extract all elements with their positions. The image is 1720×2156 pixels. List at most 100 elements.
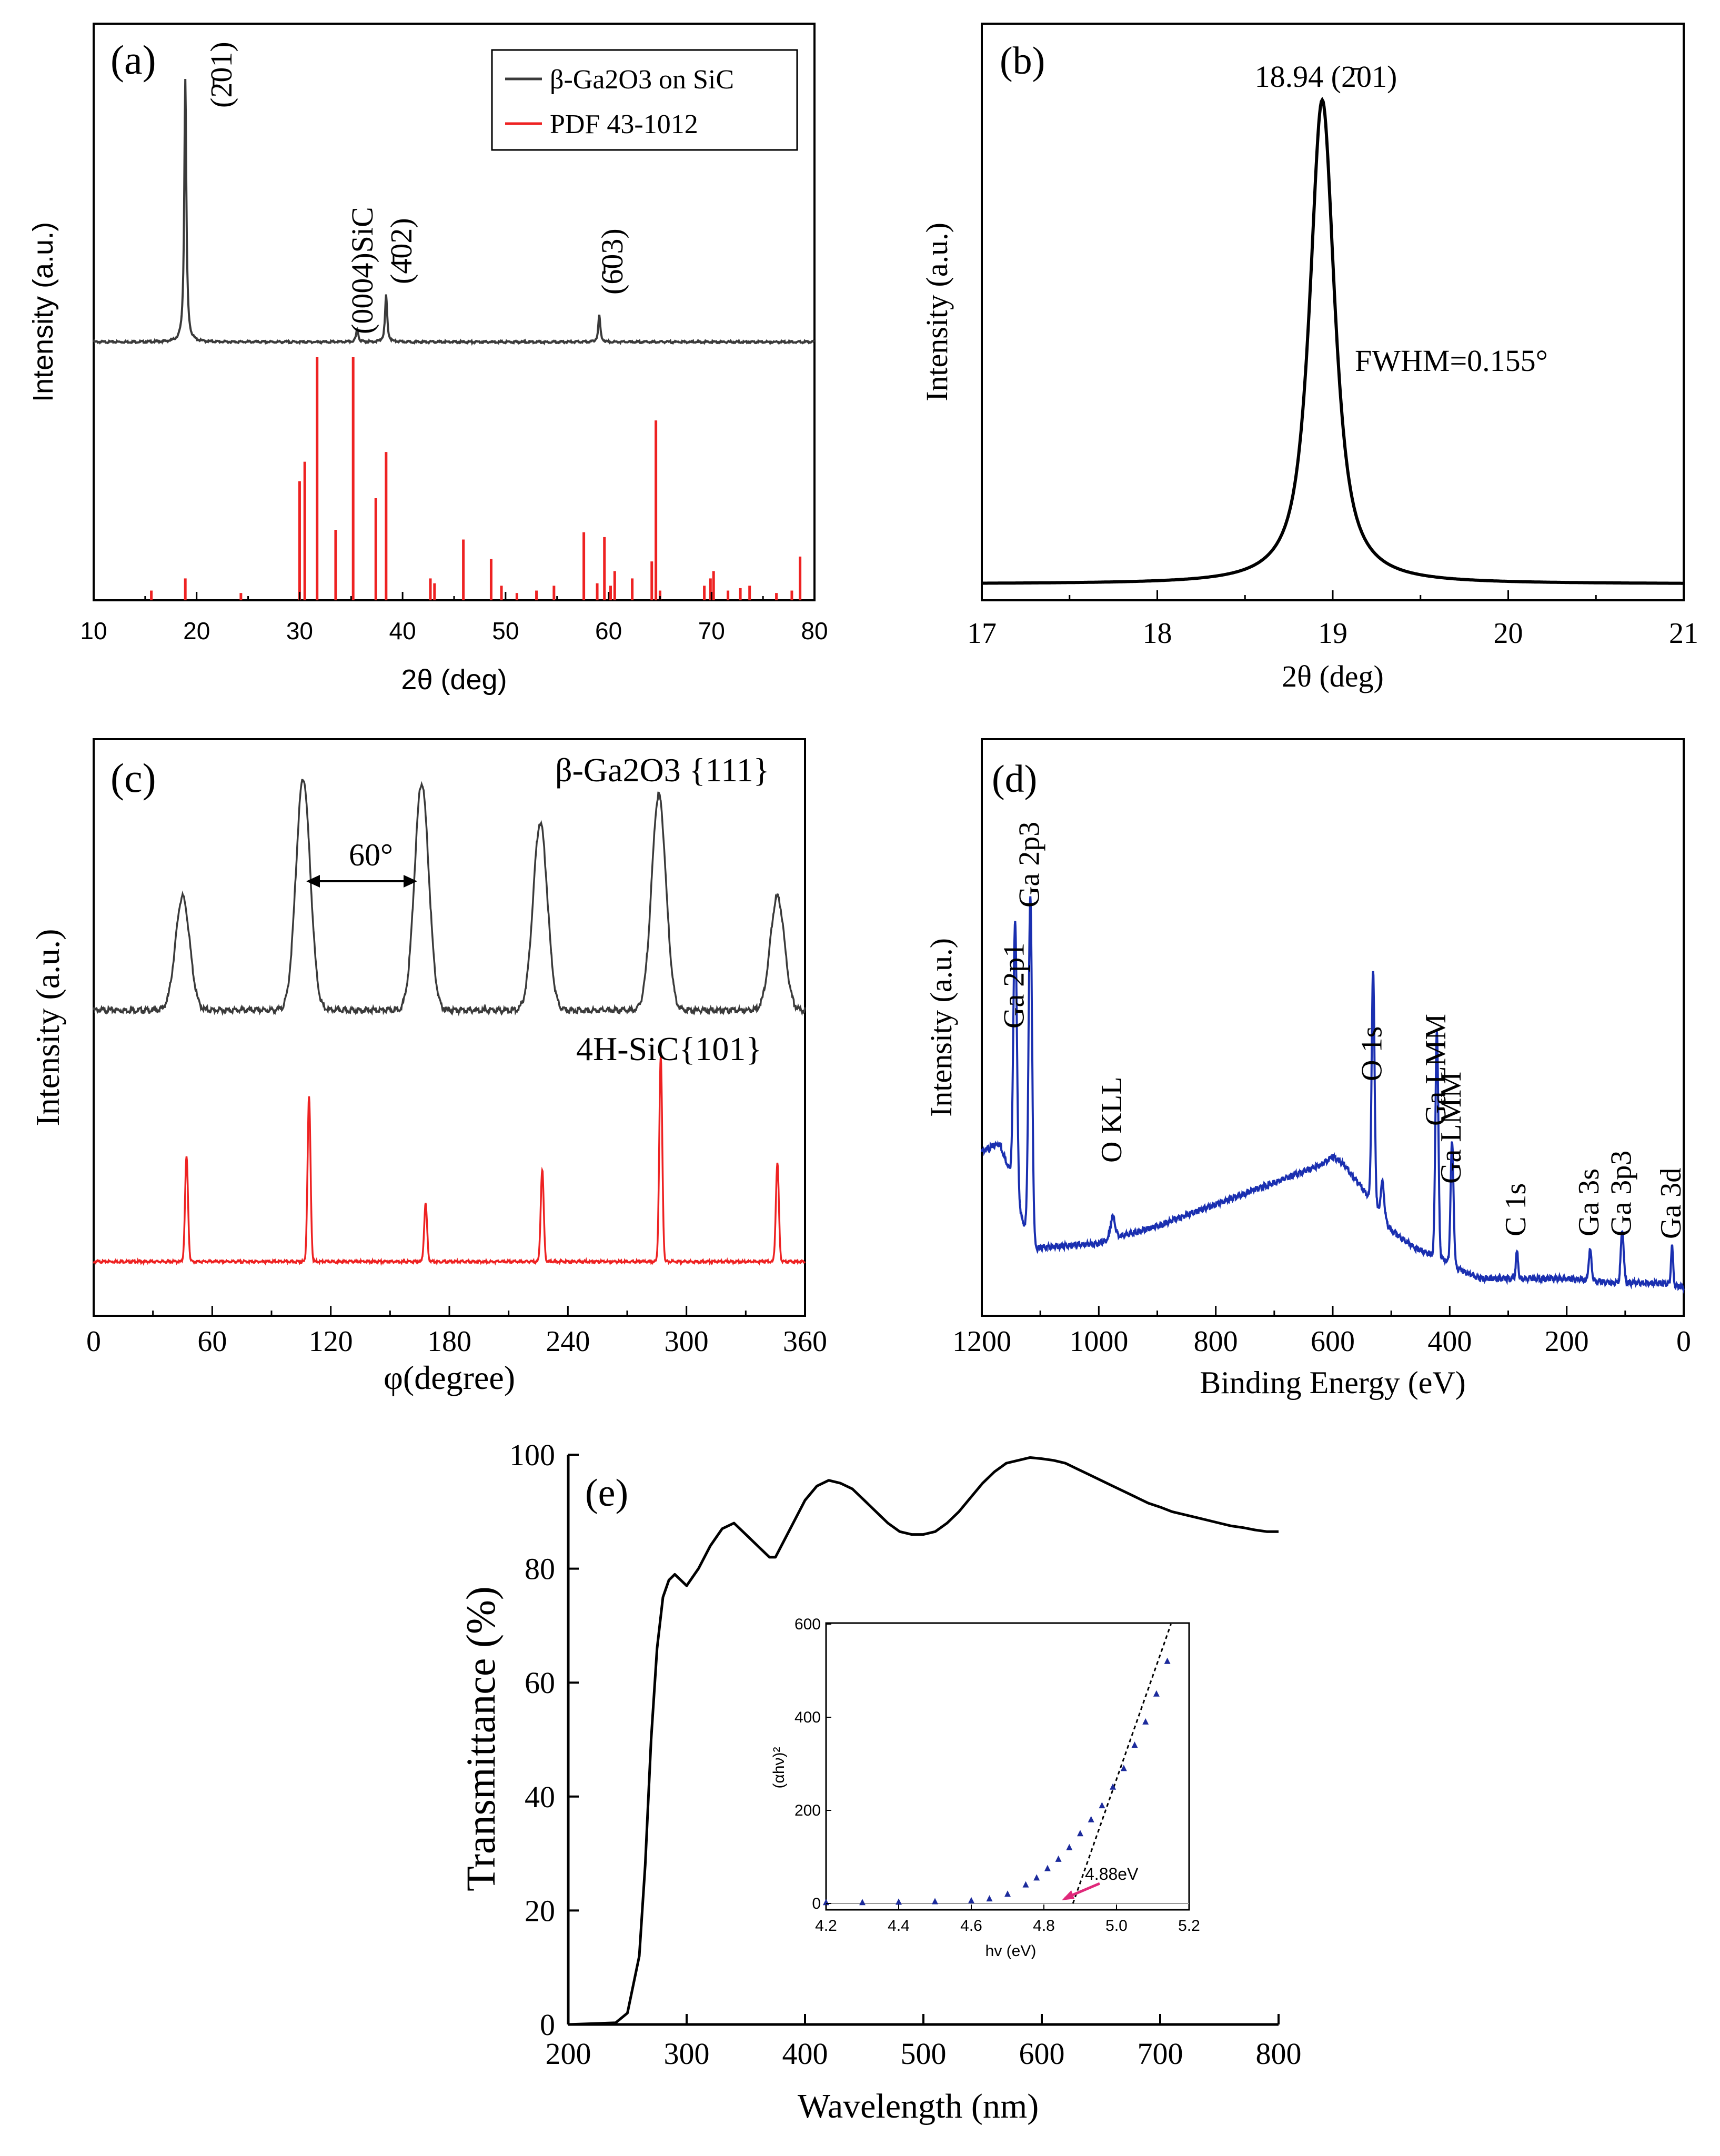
inset-x-tick-label: 5.2 — [1178, 1917, 1200, 1935]
panel-d-x-tick-label: 0 — [1676, 1325, 1691, 1358]
panel-e-y-tick-label: 20 — [525, 1893, 555, 1928]
panel-c-x-tick-label: 360 — [783, 1325, 827, 1358]
panel-c-series-sic — [93, 1056, 806, 1266]
panel-b-x-tick-label: 21 — [1669, 617, 1698, 650]
panel-e-plot-area — [568, 1456, 1279, 2026]
panel-b: 17 18 19 20 21 (b) 2θ (deg) Intensity (a.u.)… — [920, 23, 1698, 693]
panel-d-xlabel: Binding Energy (eV) — [1200, 1365, 1465, 1400]
panel-a-xlabel: 2θ (deg) — [401, 664, 507, 696]
panel-e-label: (e) — [585, 1472, 628, 1515]
legend-label-pdf: PDF 43-1012 — [550, 109, 698, 139]
panel-d-peak-label: Ga 3d — [1655, 1168, 1687, 1239]
panel-a-x-tick-label: 20 — [183, 617, 210, 644]
panel-e-y-tick-label: 100 — [509, 1438, 555, 1472]
inset-data-point — [1066, 1843, 1073, 1850]
panel-c-x-tick-label: 180 — [427, 1325, 471, 1358]
panel-a-series-ga2o3 — [93, 78, 815, 346]
panel-b-xlabel: 2θ (deg) — [1282, 659, 1384, 693]
inset-x-tick-label: 4.4 — [888, 1917, 910, 1935]
panel-b-x-tick-label: 18 — [1143, 617, 1172, 650]
inset-y-tick-label: 200 — [794, 1802, 821, 1819]
panel-a-ylabel: Intensity (a.u.) — [27, 222, 59, 402]
panel-c-60deg-label: 60° — [349, 838, 393, 872]
panel-d-plot-area — [981, 896, 1685, 1294]
panel-d-peak-label: Ga 2p1 — [998, 943, 1030, 1029]
inset-data-point — [1142, 1718, 1149, 1725]
panel-e-y-tick-label: 40 — [525, 1780, 555, 1814]
panel-d-peak-label: Ga LMM — [1420, 1014, 1452, 1126]
inset-xlabel: hv (eV) — [985, 1942, 1037, 1960]
panel-c: 0 60 120 180 240 300 360 (c) φ(degree) Intensi… — [29, 738, 827, 1396]
inset-data-point — [1164, 1657, 1171, 1664]
panel-e-x-tick-label: 700 — [1138, 2037, 1183, 2071]
inset-data-point — [1131, 1741, 1138, 1748]
panel-e-series — [568, 1456, 1279, 2026]
panel-c-x-tick-label: 60 — [197, 1325, 227, 1358]
panel-c-series-label-sic: 4H-SiC{101} — [576, 1030, 762, 1067]
panel-b-label: (b) — [1000, 39, 1045, 83]
panel-e-x-tick-label: 600 — [1019, 2037, 1065, 2071]
inset-x-tick-label: 5.0 — [1105, 1917, 1128, 1935]
inset-data-point — [1099, 1802, 1105, 1809]
legend-label-ga2o3: β-Ga2O3 on SiC — [550, 65, 734, 95]
panel-c-ylabel: Intensity (a.u.) — [29, 929, 66, 1126]
panel-a-legend-box — [491, 49, 798, 151]
inset-x-tick-label: 4.6 — [960, 1917, 982, 1935]
inset-data-point — [1022, 1881, 1029, 1888]
panel-b-frame — [981, 23, 1685, 601]
inset-y-tick-label: 400 — [794, 1709, 821, 1726]
inset-data-point — [1110, 1783, 1117, 1790]
panel-d-x-tick-label: 800 — [1194, 1325, 1238, 1358]
panel-a-peak-label: (2̄01) — [204, 42, 238, 108]
panel-e-x-tick-label: 800 — [1256, 2037, 1302, 2071]
panel-a-peak-label: (4̄02) — [384, 218, 418, 284]
panel-a-x-tick-label: 50 — [492, 617, 519, 644]
panel-e-xlabel: Wavelength (nm) — [798, 2087, 1039, 2125]
inset-annotation: 4.88eV — [1085, 1865, 1139, 1883]
panel-c-x-tick-label: 240 — [546, 1325, 590, 1358]
panel-c-label: (c) — [110, 755, 156, 801]
panel-b-peak-label: 18.94 (2̄01) — [1255, 59, 1397, 94]
panel-d-x-tick-label: 400 — [1427, 1325, 1472, 1358]
panel-c-x-tick-label: 300 — [665, 1325, 709, 1358]
inset-data-point — [1055, 1855, 1062, 1862]
inset-data-point — [1044, 1865, 1051, 1871]
inset-x-ticks: 4.2 4.4 4.6 4.8 5.0 5.2 — [815, 1905, 1200, 1935]
panel-e-x-tick-label: 200 — [546, 2037, 591, 2071]
panel-a-x-ticks: 10 20 30 40 50 60 70 80 — [80, 592, 828, 644]
panel-e-ylabel: Transmittance (%) — [458, 1586, 504, 1891]
inset-data-point — [896, 1898, 902, 1905]
inset-data-point — [1033, 1874, 1040, 1881]
panel-d-series — [981, 896, 1685, 1294]
inset-y-ticks: 0 200 400 600 — [794, 1616, 831, 1912]
inset-y-tick-label: 600 — [794, 1616, 821, 1633]
panel-b-plot-area — [982, 96, 1684, 585]
inset-x-tick-label: 4.2 — [815, 1917, 837, 1935]
inset-data-point — [859, 1899, 866, 1906]
panel-a-peak-label: (0004)SiC — [345, 207, 379, 334]
panel-d-peak-label: Ga 3p3 — [1605, 1151, 1637, 1236]
panel-e-x-tick-label: 400 — [782, 2037, 828, 2071]
panel-d: 1200 1000 800 600 400 200 0 Ga 2p1 Ga 2p3 O KLL O… — [924, 738, 1691, 1400]
inset-data-point — [1004, 1890, 1011, 1897]
panel-c-x-tick-label: 120 — [309, 1325, 353, 1358]
panel-e-y-ticks: 0 20 40 60 80 100 — [509, 1438, 579, 2042]
inset-data-point — [1077, 1830, 1083, 1837]
panel-e-x-tick-label: 500 — [901, 2037, 947, 2071]
panel-e: 200 300 400 500 600 700 800 0 20 40 60 80 100 (e) W… — [458, 1438, 1302, 2125]
inset-x-tick-label: 4.8 — [1033, 1917, 1055, 1935]
panel-e-y-tick-label: 0 — [540, 2008, 555, 2042]
panel-d-peak-label: O 1s — [1356, 1026, 1389, 1081]
panel-c-x-tick-label: 0 — [86, 1325, 101, 1358]
panel-d-x-tick-label: 1000 — [1069, 1325, 1128, 1358]
panel-d-peak-label: O KLL — [1095, 1077, 1128, 1163]
panel-a-x-tick-label: 40 — [389, 617, 416, 644]
panel-e-x-tick-label: 300 — [664, 2037, 710, 2071]
panel-b-ylabel: Intensity (a.u.) — [920, 223, 954, 401]
inset-ylabel: (αhν)² — [770, 1747, 788, 1788]
panel-d-ylabel: Intensity (a.u.) — [924, 938, 958, 1117]
inset-fit-line — [1072, 1624, 1172, 1904]
panel-a-label: (a) — [110, 37, 156, 83]
